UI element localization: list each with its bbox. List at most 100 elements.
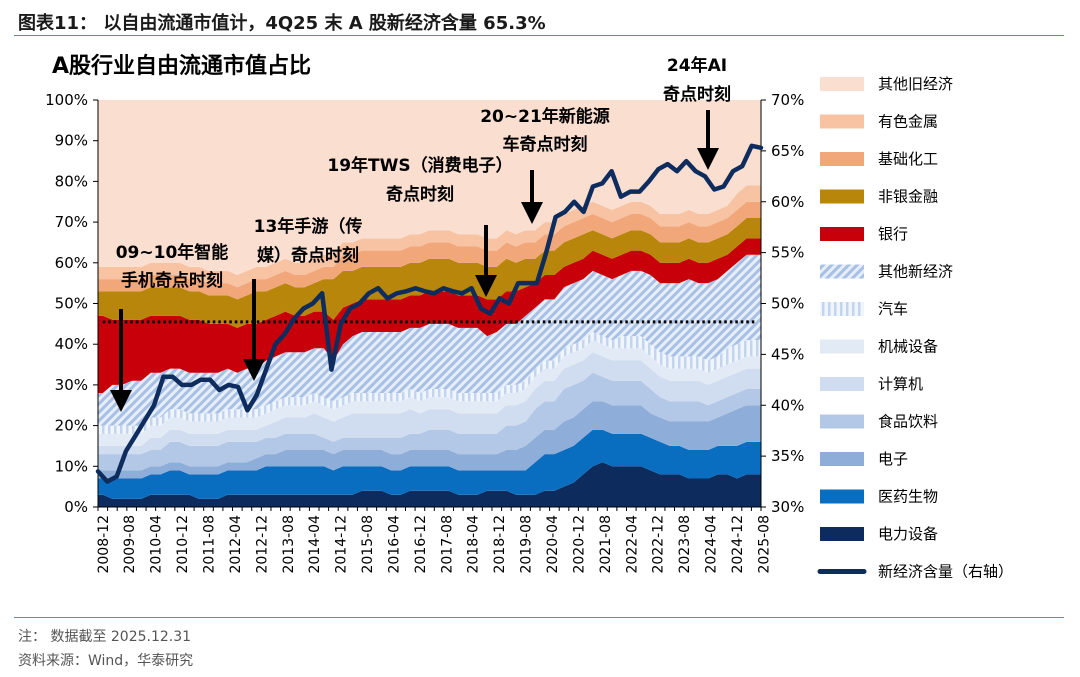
legend-swatch-有色金属 bbox=[820, 114, 864, 129]
legend-swatch-机械设备 bbox=[820, 339, 864, 354]
annotation-arrow-head bbox=[243, 359, 265, 381]
x-tick-label: 2018-04 bbox=[466, 515, 482, 574]
footer-rule bbox=[14, 617, 1064, 618]
x-tick-label: 2016-04 bbox=[386, 515, 402, 574]
area-基础化工 bbox=[98, 201, 761, 300]
x-tick-label: 2024-12 bbox=[730, 515, 746, 574]
legend-label: 其他旧经济 bbox=[878, 75, 953, 93]
legend-label: 有色金属 bbox=[878, 113, 938, 131]
x-tick-label: 2012-04 bbox=[228, 515, 244, 574]
annotation-arrow-head bbox=[110, 390, 132, 412]
legend-swatch-基础化工 bbox=[820, 152, 864, 166]
area-其他旧经济 bbox=[98, 100, 761, 275]
y-left-tick-label: 50% bbox=[55, 295, 88, 313]
y-right-tick-label: 40% bbox=[771, 396, 804, 414]
y-right-tick-label: 35% bbox=[771, 447, 804, 465]
legend-label: 银行 bbox=[878, 225, 908, 243]
legend-swatch-其他新经济 bbox=[820, 264, 864, 279]
area-电子 bbox=[98, 401, 761, 479]
area-其他新经济 bbox=[98, 254, 761, 426]
chart-title: A股行业自由流通市值占比 bbox=[52, 54, 312, 79]
legend-swatch-其他旧经济 bbox=[820, 77, 864, 91]
legend-label: 其他新经济 bbox=[878, 263, 953, 281]
x-tick-label: 2020-12 bbox=[571, 515, 587, 574]
annotation-arrow-head bbox=[475, 275, 497, 297]
y-right-tick-label: 65% bbox=[771, 142, 804, 160]
legend-label: 食品饮料 bbox=[878, 413, 938, 431]
x-tick-label: 2025-08 bbox=[756, 515, 772, 574]
annotation-arrow-head bbox=[521, 202, 543, 224]
x-tick-label: 2019-08 bbox=[519, 515, 535, 574]
y-left-tick-label: 10% bbox=[55, 457, 88, 475]
x-tick-label: 2014-12 bbox=[334, 515, 350, 574]
legend-label: 电子 bbox=[878, 450, 908, 468]
y-right-tick-label: 50% bbox=[771, 295, 804, 313]
legend-label: 非银金融 bbox=[878, 188, 938, 206]
x-tick-label: 2022-12 bbox=[651, 515, 667, 574]
header-rule bbox=[14, 35, 1064, 36]
x-tick-label: 2016-12 bbox=[413, 515, 429, 574]
area-医药生物 bbox=[98, 429, 761, 499]
area-有色金属 bbox=[98, 185, 761, 288]
legend-swatch-食品饮料 bbox=[820, 414, 864, 429]
annotation-text: 09~10年智能 bbox=[116, 242, 229, 263]
area-银行 bbox=[98, 238, 761, 393]
y-right-tick-label: 30% bbox=[771, 498, 804, 516]
area-机械设备 bbox=[98, 340, 761, 446]
area-汽车 bbox=[98, 332, 761, 434]
x-tick-label: 2017-08 bbox=[439, 515, 455, 574]
figure-title: 图表11： 以自由流通市值计，4Q25 末 A 股新经济含量 65.3% bbox=[18, 13, 546, 34]
y-left-tick-label: 100% bbox=[45, 91, 88, 109]
legend-swatch-计算机 bbox=[820, 377, 864, 391]
annotation-text: 24年AI bbox=[667, 55, 727, 76]
y-left-tick-label: 40% bbox=[55, 335, 88, 353]
annotation-text: 手机奇点时刻 bbox=[121, 270, 223, 291]
y-right-tick-label: 55% bbox=[771, 244, 804, 262]
line-new-economy-share bbox=[95, 143, 764, 484]
y-left-tick-label: 90% bbox=[55, 132, 88, 150]
x-tick-label: 2011-08 bbox=[202, 515, 218, 574]
footnote-note: 注： 数据截至 2025.12.31 bbox=[18, 629, 192, 645]
annotation-text: 媒）奇点时刻 bbox=[257, 245, 359, 266]
y-left-tick-label: 30% bbox=[55, 376, 88, 394]
annotation-arrow-head bbox=[697, 148, 719, 170]
annotation-text: 13年手游（传 bbox=[254, 216, 363, 237]
legend-label: 基础化工 bbox=[878, 150, 938, 168]
area-电力设备 bbox=[98, 462, 761, 507]
y-left-tick-label: 60% bbox=[55, 254, 88, 272]
area-计算机 bbox=[98, 352, 761, 455]
x-tick-label: 2013-08 bbox=[281, 515, 297, 574]
x-tick-label: 2010-12 bbox=[175, 515, 191, 574]
footnote-source: 资料来源：Wind，华泰研究 bbox=[18, 653, 194, 669]
x-tick-label: 2023-08 bbox=[677, 515, 693, 574]
x-tick-label: 2015-08 bbox=[360, 515, 376, 574]
x-tick-label: 2022-04 bbox=[624, 515, 640, 574]
legend-swatch-汽车 bbox=[820, 302, 864, 316]
x-tick-label: 2010-04 bbox=[149, 515, 165, 574]
axes: 0% 10% 20% 30% 40% 50% 60% 70% 80% 90% 100% 30% 35% 4… bbox=[45, 91, 804, 574]
x-tick-label: 2018-12 bbox=[492, 515, 508, 574]
x-tick-label: 2012-12 bbox=[254, 515, 270, 574]
annotation-text: 车奇点时刻 bbox=[503, 134, 588, 155]
legend: 其他旧经济有色金属基础化工非银金融银行其他新经济汽车机械设备计算机食品饮料电子医… bbox=[817, 75, 1013, 581]
legend-label: 计算机 bbox=[878, 375, 923, 393]
area-食品饮料 bbox=[98, 372, 761, 471]
annotation-text: 奇点时刻 bbox=[386, 184, 454, 205]
legend-label: 医药生物 bbox=[878, 488, 938, 506]
y-left-tick-label: 80% bbox=[55, 172, 88, 190]
x-tick-label: 2009-08 bbox=[122, 515, 138, 574]
annotation-text: 19年TWS（消费电子） bbox=[327, 155, 512, 176]
y-left-tick-label: 0% bbox=[64, 498, 88, 516]
legend-label: 新经济含量（右轴） bbox=[878, 563, 1013, 581]
area-非银金融 bbox=[98, 218, 761, 328]
x-tick-label: 2024-04 bbox=[704, 515, 720, 574]
legend-swatch-银行 bbox=[820, 227, 864, 241]
legend-label: 汽车 bbox=[878, 300, 908, 318]
y-left-tick-label: 70% bbox=[55, 213, 88, 231]
y-right-tick-label: 70% bbox=[771, 91, 804, 109]
legend-swatch-非银金融 bbox=[820, 189, 864, 204]
x-tick-label: 2008-12 bbox=[96, 515, 112, 574]
legend-label: 机械设备 bbox=[878, 338, 938, 356]
